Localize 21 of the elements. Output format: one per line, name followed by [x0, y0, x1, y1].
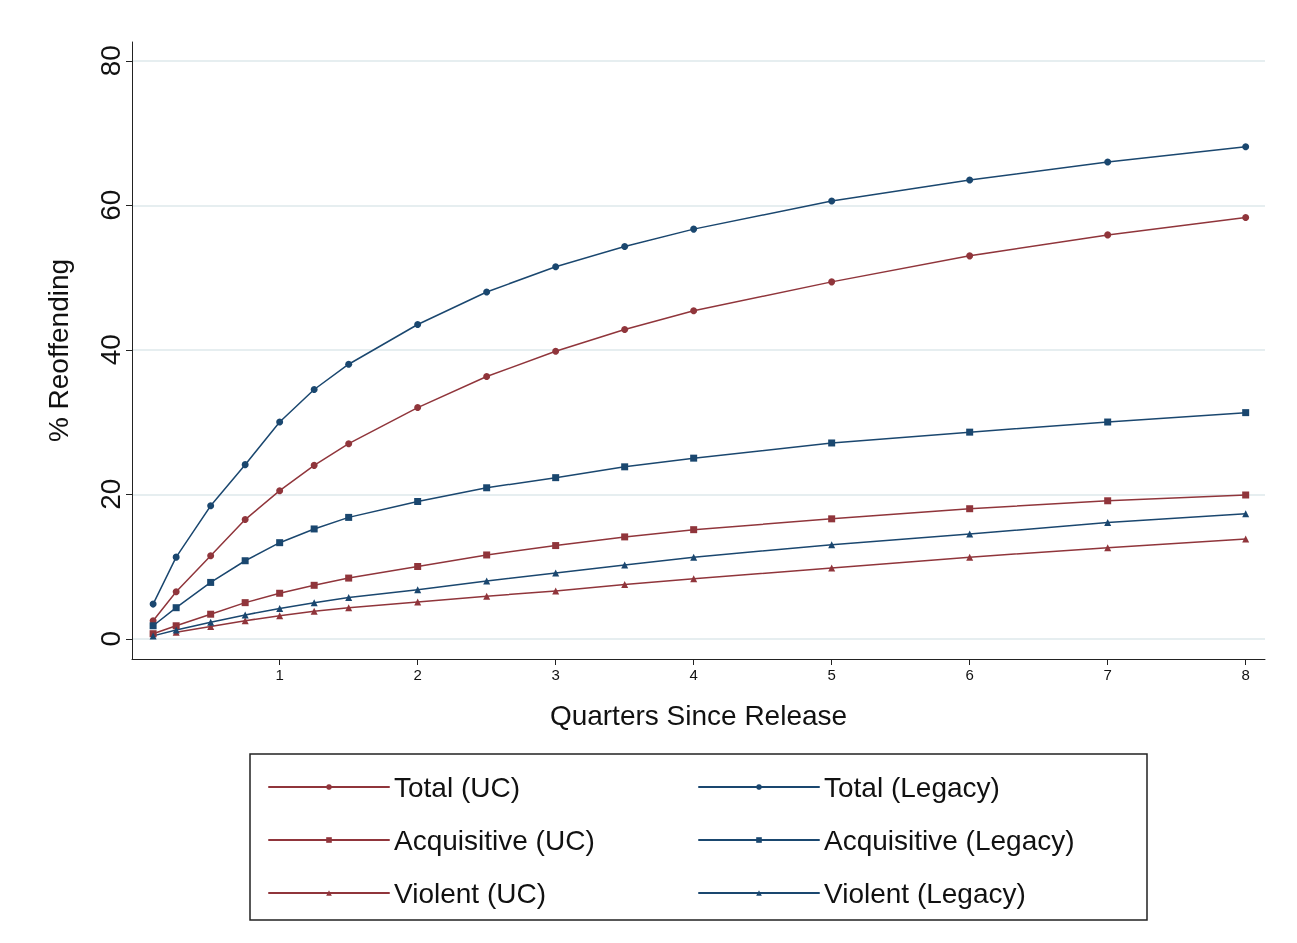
legend-label: Acquisitive (UC) [394, 824, 595, 856]
x-axis-title: Quarters Since Release [549, 699, 848, 731]
y-tick-label: 60 [94, 189, 126, 221]
x-tick-label: 5 [827, 666, 836, 683]
y-axis-title: % Reoffending [42, 258, 74, 443]
legend-label: Violent (UC) [394, 877, 546, 909]
legend-label: Total (UC) [394, 771, 521, 803]
x-tick-label: 6 [965, 666, 974, 683]
y-tick-label: 20 [94, 478, 126, 510]
legend-label: Violent (Legacy) [824, 877, 1026, 909]
legend-label: Total (Legacy) [824, 771, 1000, 803]
legend-label: Acquisitive (Legacy) [824, 824, 1075, 856]
x-tick-label: 1 [275, 666, 284, 683]
x-tick-label: 8 [1241, 666, 1250, 683]
x-tick-label: 2 [413, 666, 422, 683]
x-tick-label: 3 [551, 666, 560, 683]
y-tick-label: 80 [94, 45, 126, 77]
y-tick-label: 40 [94, 334, 126, 366]
x-tick-label: 4 [689, 666, 698, 683]
y-tick-label: 0 [94, 630, 126, 647]
x-tick-label: 7 [1103, 666, 1112, 683]
